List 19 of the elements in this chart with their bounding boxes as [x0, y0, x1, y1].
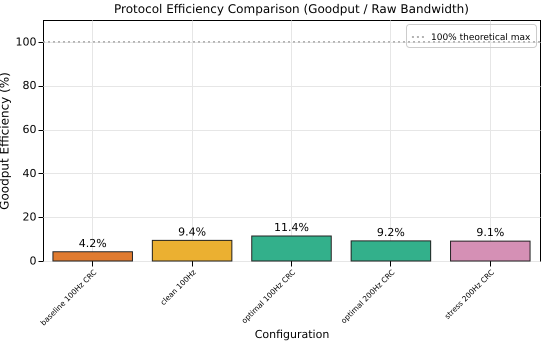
bar: [450, 240, 531, 262]
bar: [152, 240, 232, 262]
y-tick-label: 20: [22, 210, 36, 224]
y-tick-label: 0: [30, 254, 36, 268]
data-label: 11.4%: [274, 221, 309, 234]
bar: [251, 236, 332, 262]
data-label: 9.1%: [476, 226, 504, 240]
y-tick-label: 100: [16, 35, 36, 48]
chart-title: Protocol Efficiency Comparison (Goodput / Raw Bandwidth): [114, 2, 469, 16]
y-tick-label: 60: [22, 123, 36, 136]
ref-line-label: 100% theoretical max: [431, 33, 532, 43]
data-label: 4.2%: [78, 236, 107, 250]
y-tick-label: 40: [22, 166, 36, 180]
bar: [52, 251, 133, 262]
data-label: 9.4%: [178, 225, 206, 238]
y-tick-label: 80: [22, 79, 36, 92]
bar: [350, 240, 432, 262]
data-label: 9.2%: [376, 226, 405, 239]
x-axis-title: Configuration: [254, 328, 330, 342]
